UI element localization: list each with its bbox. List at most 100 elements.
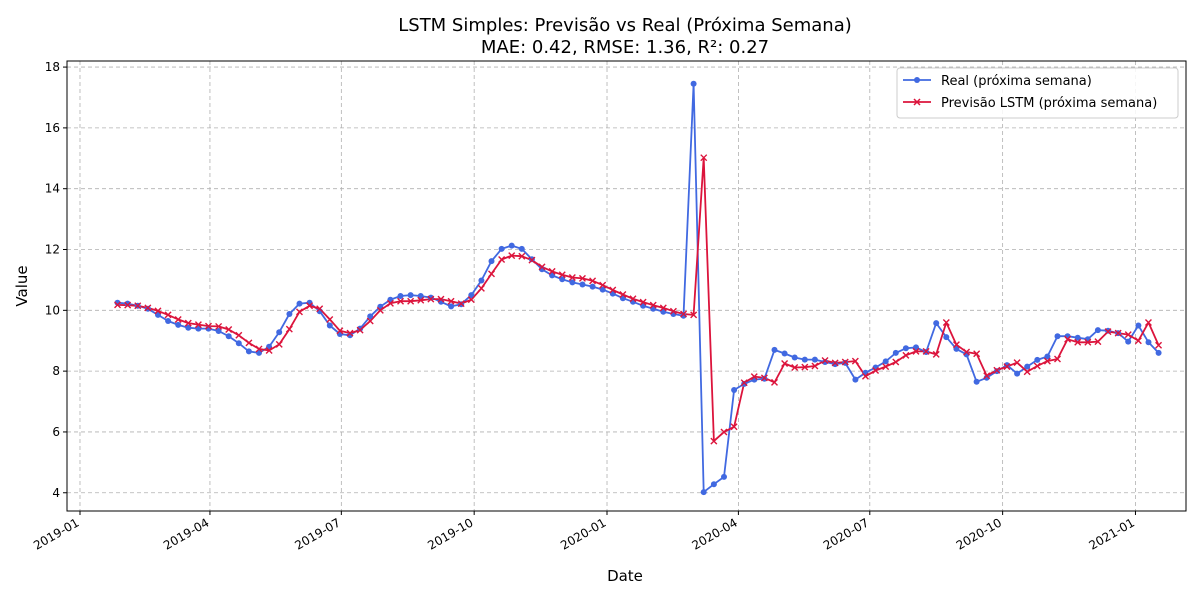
data-point-real	[801, 356, 808, 363]
data-point-forecast	[316, 305, 324, 313]
data-point-forecast	[1074, 338, 1082, 346]
data-point-forecast	[245, 339, 253, 347]
data-point-real	[225, 333, 232, 340]
data-point-forecast	[649, 301, 657, 309]
data-point-forecast	[1033, 362, 1041, 370]
data-point-forecast	[447, 297, 455, 305]
y-axis-label: Value	[13, 265, 31, 306]
data-point-real	[1074, 334, 1081, 341]
data-point-forecast	[386, 299, 394, 307]
data-point-real	[245, 348, 252, 355]
data-point-real	[518, 245, 525, 252]
x-tick-label: 2019-01	[31, 515, 81, 552]
data-point-real	[781, 350, 788, 357]
data-point-forecast	[963, 348, 971, 356]
data-point-forecast	[508, 252, 516, 260]
data-point-real	[852, 376, 859, 383]
data-point-forecast	[174, 315, 182, 323]
data-point-forecast	[457, 300, 465, 308]
data-point-forecast	[407, 297, 415, 305]
data-point-forecast	[609, 286, 617, 294]
data-point-forecast	[1134, 337, 1142, 345]
data-point-real	[832, 361, 839, 368]
data-point-real	[175, 321, 182, 328]
data-point-forecast	[1064, 335, 1072, 343]
data-point-real	[731, 387, 738, 393]
data-point-forecast	[548, 267, 556, 275]
data-point-real	[235, 340, 242, 347]
x-tick-label: 2019-10	[425, 515, 475, 552]
data-point-forecast	[1155, 341, 1163, 349]
data-point-real	[579, 281, 586, 288]
data-point-forecast	[680, 310, 688, 318]
data-point-forecast	[710, 437, 718, 445]
data-point-forecast	[851, 357, 859, 365]
series-markers	[114, 80, 1163, 496]
data-point-forecast	[781, 360, 789, 368]
data-point-forecast	[184, 319, 192, 327]
data-point-forecast	[498, 256, 506, 264]
data-point-forecast	[225, 325, 233, 333]
data-point-forecast	[619, 291, 627, 299]
data-point-real	[417, 293, 424, 299]
data-point-forecast	[154, 307, 162, 315]
data-point-real	[468, 292, 475, 299]
data-point-forecast	[983, 372, 991, 380]
data-point-real	[397, 293, 404, 299]
data-point-forecast	[659, 304, 667, 312]
data-point-forecast	[1054, 355, 1061, 363]
data-point-forecast	[892, 358, 900, 366]
data-point-real	[559, 276, 566, 283]
data-point-forecast	[730, 423, 738, 431]
data-point-real	[680, 312, 687, 319]
y-tick-label: 18	[45, 60, 60, 74]
data-point-forecast	[285, 325, 293, 333]
x-tick-label: 2020-07	[821, 515, 871, 552]
data-point-real	[569, 279, 576, 286]
data-point-forecast	[356, 326, 364, 334]
data-point-real	[165, 318, 172, 324]
data-point-real	[822, 359, 828, 365]
data-point-real	[589, 283, 596, 290]
y-tick-label: 16	[45, 121, 60, 135]
data-point-forecast	[477, 284, 485, 292]
data-point-real	[488, 258, 495, 265]
data-point-real	[791, 354, 798, 361]
y-tick-label: 12	[45, 243, 60, 257]
data-point-real	[943, 334, 950, 341]
data-point-forecast	[1104, 328, 1112, 336]
data-point-forecast	[255, 345, 263, 353]
data-point-forecast	[831, 359, 839, 367]
data-point-real	[892, 349, 899, 356]
data-point-forecast	[1003, 363, 1011, 371]
data-point-real	[1145, 339, 1152, 346]
x-tick-label: 2020-10	[954, 515, 1004, 552]
data-point-forecast	[690, 311, 698, 319]
data-point-forecast	[194, 321, 202, 329]
data-point-forecast	[235, 331, 243, 339]
data-point-forecast	[912, 347, 920, 355]
data-point-forecast	[639, 298, 647, 306]
data-point-forecast	[629, 295, 637, 303]
data-point-real	[953, 345, 960, 352]
data-point-real	[185, 324, 192, 331]
data-point-forecast	[1023, 368, 1031, 376]
data-point-forecast	[882, 363, 890, 371]
data-point-real	[1155, 349, 1162, 356]
data-point-forecast	[1013, 359, 1021, 367]
data-point-real	[690, 80, 697, 87]
data-point-forecast	[346, 329, 354, 337]
data-point-forecast	[841, 358, 849, 366]
x-axis-label: Date	[607, 567, 643, 585]
data-point-real	[1135, 322, 1142, 329]
data-point-real	[710, 481, 717, 488]
data-point-real	[741, 380, 748, 387]
data-point-real	[1004, 362, 1010, 369]
chart-title: LSTM Simples: Previsão vs Real (Próxima …	[398, 15, 852, 36]
data-point-forecast	[942, 318, 950, 326]
data-point-forecast	[589, 277, 597, 285]
data-point-forecast	[397, 297, 405, 305]
y-tick-label: 6	[52, 425, 60, 439]
data-point-forecast	[488, 270, 495, 278]
